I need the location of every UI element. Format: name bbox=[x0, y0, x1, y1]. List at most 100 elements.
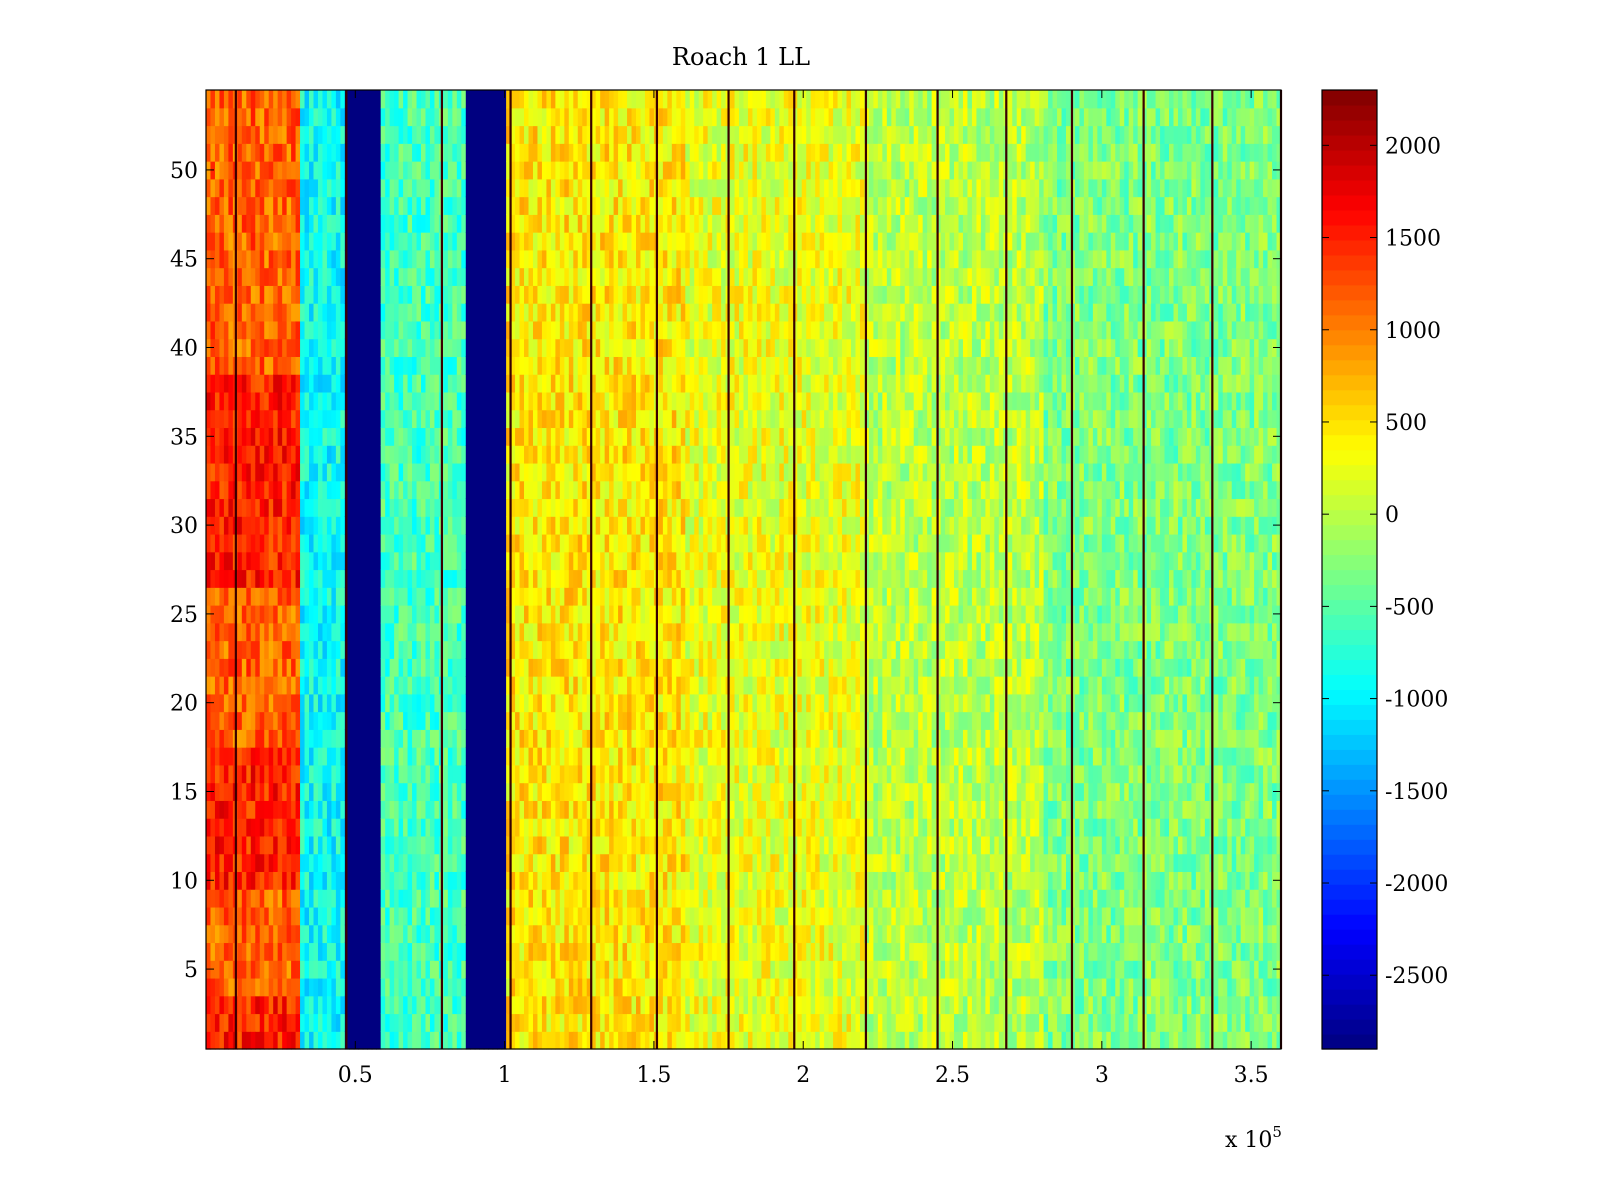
heatmap-cell bbox=[537, 605, 543, 624]
heatmap-cell bbox=[398, 214, 404, 233]
heatmap-cell bbox=[559, 729, 565, 748]
heatmap-cell bbox=[506, 853, 512, 873]
heatmap-cell bbox=[479, 729, 485, 748]
heatmap-cell bbox=[282, 764, 288, 784]
heatmap-cell bbox=[250, 374, 256, 393]
heatmap-cell bbox=[470, 409, 476, 429]
heatmap-cell bbox=[385, 995, 391, 1015]
heatmap-cell bbox=[564, 906, 570, 926]
heatmap-cell bbox=[600, 533, 606, 553]
heatmap-cell bbox=[506, 533, 512, 553]
heatmap-cell bbox=[250, 462, 256, 482]
heatmap-cell bbox=[541, 320, 548, 340]
heatmap-cell bbox=[550, 800, 556, 819]
heatmap-cell bbox=[313, 853, 319, 873]
heatmap-cell bbox=[210, 391, 216, 411]
heatmap-cell bbox=[541, 764, 548, 784]
heatmap-cell bbox=[425, 161, 431, 180]
heatmap-cell bbox=[228, 285, 234, 304]
heatmap-cell bbox=[425, 1031, 431, 1050]
heatmap-cell bbox=[241, 747, 247, 766]
heatmap-cell bbox=[501, 232, 507, 251]
heatmap-cell bbox=[555, 658, 561, 677]
heatmap-cell bbox=[286, 409, 292, 429]
heatmap-cell bbox=[541, 427, 548, 446]
heatmap-cell bbox=[604, 90, 610, 109]
heatmap-cell bbox=[506, 818, 512, 837]
heatmap-cell bbox=[524, 711, 530, 730]
heatmap-cell bbox=[519, 711, 525, 730]
heatmap-cell bbox=[600, 196, 606, 215]
heatmap-cell bbox=[609, 711, 615, 730]
heatmap-cell bbox=[546, 605, 552, 624]
heatmap-cell bbox=[577, 161, 583, 180]
heatmap-cell bbox=[304, 125, 310, 144]
heatmap-cell bbox=[246, 764, 252, 784]
heatmap-cell bbox=[250, 480, 256, 500]
heatmap-cell bbox=[586, 178, 592, 198]
heatmap-cell bbox=[550, 516, 556, 535]
heatmap-cell bbox=[268, 569, 274, 588]
heatmap-cell bbox=[313, 267, 319, 286]
heatmap-cell bbox=[246, 285, 252, 304]
heatmap-cell bbox=[501, 640, 507, 659]
heatmap-cell bbox=[416, 480, 422, 500]
heatmap-cell bbox=[349, 605, 355, 624]
heatmap-cell bbox=[470, 143, 476, 162]
heatmap-cell bbox=[367, 533, 373, 553]
heatmap-cell bbox=[465, 480, 471, 500]
heatmap-cell bbox=[389, 551, 395, 571]
heatmap-cell bbox=[282, 480, 288, 500]
heatmap-cell bbox=[376, 267, 382, 286]
heatmap-cell bbox=[367, 214, 373, 233]
heatmap-cell bbox=[349, 977, 355, 997]
heatmap-cell bbox=[250, 338, 256, 357]
heatmap-cell bbox=[524, 960, 530, 979]
heatmap-cell bbox=[559, 232, 565, 251]
heatmap-cell bbox=[412, 853, 418, 873]
heatmap-cell bbox=[501, 906, 507, 926]
heatmap-cell bbox=[264, 516, 270, 535]
heatmap-cell bbox=[331, 178, 337, 198]
heatmap-cell bbox=[206, 764, 212, 784]
heatmap-cell bbox=[394, 267, 400, 286]
heatmap-cell bbox=[559, 569, 565, 588]
heatmap-cell bbox=[465, 107, 471, 127]
heatmap-cell bbox=[340, 1013, 346, 1032]
heatmap-cell bbox=[582, 285, 588, 304]
heatmap-cell bbox=[340, 782, 346, 801]
heatmap-cell bbox=[492, 693, 498, 713]
heatmap-cell bbox=[470, 533, 476, 553]
heatmap-cell bbox=[398, 107, 404, 127]
heatmap-cell bbox=[367, 640, 373, 659]
heatmap-cell bbox=[376, 107, 382, 127]
heatmap-cell bbox=[510, 125, 516, 144]
heatmap-cell bbox=[568, 320, 574, 340]
heatmap-cell bbox=[564, 232, 570, 251]
heatmap-cell bbox=[291, 995, 297, 1015]
heatmap-cell bbox=[416, 285, 422, 304]
heatmap-cell bbox=[282, 90, 288, 109]
heatmap-cell bbox=[609, 409, 615, 429]
heatmap-cell bbox=[515, 640, 521, 659]
heatmap-cell bbox=[429, 320, 436, 340]
heatmap-cell bbox=[331, 427, 337, 446]
heatmap-cell bbox=[488, 409, 494, 429]
heatmap-cell bbox=[519, 569, 525, 588]
heatmap-cell bbox=[273, 267, 279, 286]
heatmap-cell bbox=[353, 1013, 359, 1032]
heatmap-cell bbox=[537, 711, 543, 730]
heatmap-cell bbox=[277, 125, 283, 144]
heatmap-cell bbox=[568, 303, 574, 322]
heatmap-cell bbox=[564, 871, 570, 890]
heatmap-cell bbox=[613, 764, 619, 784]
heatmap-cell bbox=[434, 498, 440, 517]
heatmap-cell bbox=[403, 533, 409, 553]
heatmap-cell bbox=[564, 320, 570, 340]
heatmap-cell bbox=[497, 906, 503, 926]
heatmap-cell bbox=[600, 320, 606, 340]
heatmap-cell bbox=[519, 462, 525, 482]
heatmap-cell bbox=[604, 764, 610, 784]
heatmap-cell bbox=[492, 835, 498, 855]
heatmap-cell bbox=[483, 356, 489, 375]
